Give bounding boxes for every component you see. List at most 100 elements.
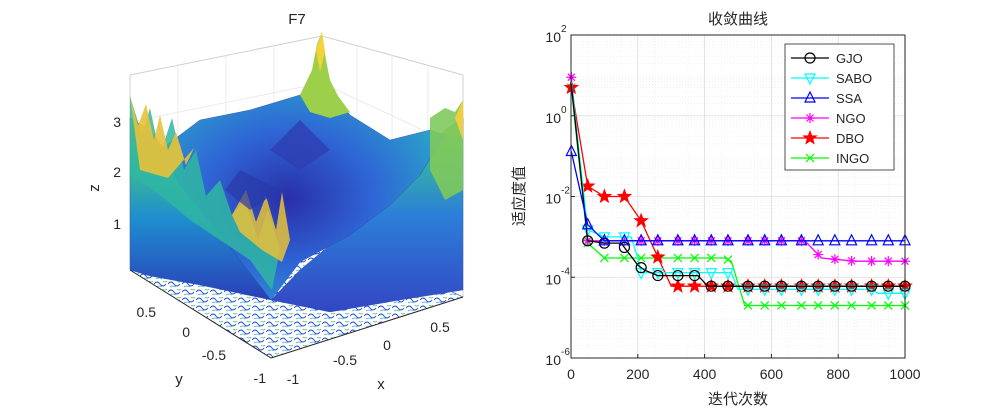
series-marker — [651, 268, 664, 280]
series-marker — [805, 153, 815, 163]
legend-label: INGO — [836, 151, 869, 166]
series-marker — [705, 233, 718, 246]
series-ssa — [565, 144, 911, 246]
x-tick-label: -1 — [287, 371, 300, 387]
series-marker — [760, 301, 770, 310]
legend-label: NGO — [836, 111, 866, 126]
series-marker — [618, 241, 631, 254]
series-marker — [830, 301, 840, 310]
y-tick-label: 10 — [545, 29, 561, 45]
series-marker — [812, 233, 825, 246]
series-marker — [775, 233, 788, 246]
legend-label: GJO — [836, 51, 863, 66]
x-tick-label: 1000 — [889, 366, 920, 382]
y-tick-label: 10 — [545, 191, 561, 207]
x-ticks: 0 200 400 600 800 1000 — [567, 354, 921, 382]
surface-front-axes — [129, 269, 464, 359]
series-marker — [797, 301, 806, 310]
series-marker — [722, 233, 734, 246]
series-marker — [813, 301, 823, 310]
series-marker — [828, 233, 841, 246]
y-tick-exponent: 0 — [561, 105, 567, 116]
y-tick-exponent: 2 — [561, 24, 567, 35]
legend-label: DBO — [836, 131, 864, 146]
z-axis-label: z — [86, 184, 103, 192]
series-marker — [635, 233, 648, 246]
series-marker — [706, 253, 716, 263]
surface-plot: F7 — [86, 11, 464, 393]
series-marker — [743, 301, 753, 310]
series-marker — [705, 268, 718, 280]
series-marker — [758, 233, 771, 246]
series-marker — [812, 280, 824, 292]
y-tick-label: 10 — [545, 110, 561, 126]
x-tick-label: 0 — [567, 366, 575, 382]
y-tick-label: 10 — [545, 352, 561, 368]
series-marker — [802, 129, 818, 145]
series-marker — [867, 301, 877, 310]
series-marker — [882, 288, 895, 301]
y-tick-label: 0.5 — [137, 304, 157, 320]
x-tick-label: 200 — [626, 366, 650, 382]
series-marker — [652, 269, 664, 282]
x-axis: -1 -0.5 0 0.5 x — [287, 319, 450, 393]
series-marker — [650, 248, 666, 264]
series-marker — [686, 278, 703, 293]
y-tick-exponent: -2 — [561, 186, 570, 197]
series-marker — [813, 249, 824, 260]
legend-item: GJO — [791, 51, 863, 66]
series-marker — [635, 268, 648, 280]
legend-item: SABO — [791, 71, 872, 86]
series-gjo — [570, 84, 911, 292]
series-marker — [705, 280, 717, 292]
series-marker — [776, 301, 786, 310]
series-marker — [671, 268, 684, 280]
series-marker — [581, 217, 594, 230]
y-axis: -1 -0.5 0 0.5 y — [137, 304, 267, 388]
series-marker — [671, 233, 684, 246]
z-tick-label: 2 — [113, 164, 121, 180]
series-marker — [722, 280, 734, 292]
series-marker — [722, 268, 734, 280]
series-marker — [805, 113, 815, 123]
series-marker — [688, 269, 701, 282]
x-tick-label: 400 — [693, 366, 717, 382]
legend: GJO SABO SSA NGO DBO INGO — [784, 43, 895, 171]
series-marker — [865, 233, 878, 246]
legend-item: DBO — [791, 129, 864, 146]
series-marker — [598, 233, 611, 246]
series-marker — [742, 233, 754, 246]
series-marker — [804, 52, 816, 64]
x-tick-label: 0 — [383, 337, 391, 353]
series-marker — [846, 255, 857, 266]
series-marker — [673, 253, 683, 263]
chart-title: 收敛曲线 — [708, 10, 768, 28]
y-tick-exponent: -6 — [561, 347, 570, 358]
y-tick-exponent: -4 — [561, 266, 570, 277]
series-marker — [847, 301, 856, 310]
series-marker — [759, 280, 771, 292]
series-marker — [883, 301, 893, 310]
surface-title: F7 — [288, 11, 306, 28]
series-marker — [670, 278, 686, 293]
surface-mesh — [129, 32, 464, 313]
series-marker — [618, 233, 631, 246]
legend-box — [784, 43, 895, 171]
series-marker — [845, 280, 858, 292]
series-marker — [723, 255, 733, 265]
series-marker — [882, 280, 894, 292]
series-marker — [688, 233, 701, 246]
y-tick-label: -1 — [254, 370, 267, 386]
legend-item: SSA — [791, 90, 862, 106]
x-axis-label: x — [377, 376, 385, 393]
series-marker — [829, 254, 840, 265]
series-marker — [581, 225, 594, 238]
series-marker — [775, 280, 788, 292]
series-line — [570, 151, 905, 242]
series-marker — [672, 269, 684, 282]
series-marker — [795, 280, 808, 292]
y-tick-label: 0 — [182, 324, 190, 340]
